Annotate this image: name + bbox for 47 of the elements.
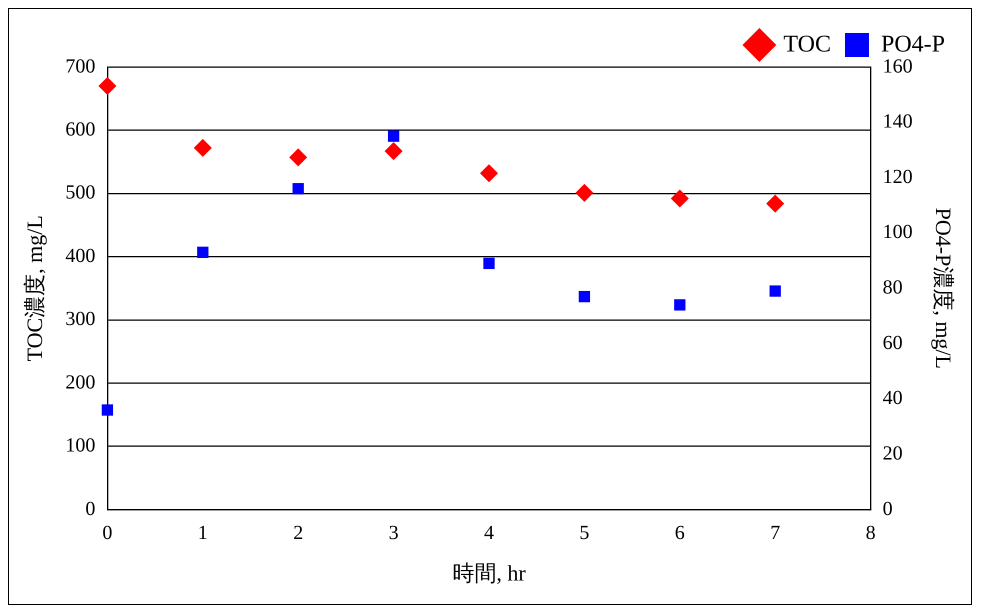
point: [388, 130, 400, 142]
point: [102, 404, 114, 416]
point: [578, 290, 590, 302]
point: [98, 76, 116, 95]
y-tick-label: 600: [65, 118, 96, 140]
y-tick-label: 100: [65, 434, 96, 457]
y2-axis-title: PO4-P濃度, mg/L: [931, 208, 956, 369]
point: [674, 299, 686, 311]
point: [575, 184, 594, 202]
y2-tick-label: 60: [882, 332, 903, 354]
point: [770, 285, 781, 297]
x-axis-title: 時間, hr: [452, 560, 526, 586]
y-tick-label: 300: [65, 308, 96, 330]
y-axis-title: TOC濃度, mg/L: [22, 215, 47, 362]
point: [766, 194, 784, 213]
y2-tick-label: 140: [882, 110, 913, 133]
x-tick-label: 8: [866, 522, 876, 544]
y2-tick-label: 80: [882, 276, 903, 299]
point: [480, 164, 498, 182]
point: [384, 142, 403, 160]
point: [289, 148, 308, 166]
y-tick-label: 500: [65, 182, 96, 204]
legend-label: PO4-P: [880, 31, 946, 58]
y2-tick-label: 0: [882, 498, 893, 520]
x-tick-label: 3: [388, 522, 399, 544]
y2-tick-label: 160: [882, 55, 913, 78]
y2-tick-label: 100: [882, 221, 913, 244]
legend-label: TOC: [783, 31, 831, 58]
y2-tick-label: 120: [882, 166, 913, 188]
y2-tick-label: 20: [882, 442, 903, 465]
x-tick-label: 6: [674, 522, 685, 544]
point: [483, 258, 495, 270]
x-tick-label: 4: [484, 522, 494, 544]
x-tick-label: 2: [293, 522, 304, 544]
y-tick-label: 400: [65, 244, 96, 267]
y-tick-label: 200: [65, 371, 96, 394]
x-tick-label: 5: [579, 522, 590, 544]
x-tick-label: 7: [770, 522, 780, 544]
x-tick-label: 0: [102, 522, 112, 544]
point: [194, 138, 212, 157]
y-tick-label: 700: [65, 55, 96, 78]
y2-tick-label: 40: [882, 387, 903, 410]
point: [670, 190, 689, 208]
x-tick-label: 1: [198, 522, 208, 544]
y-tick-label: 0: [85, 498, 96, 520]
point: [197, 246, 208, 258]
point: [292, 183, 304, 194]
